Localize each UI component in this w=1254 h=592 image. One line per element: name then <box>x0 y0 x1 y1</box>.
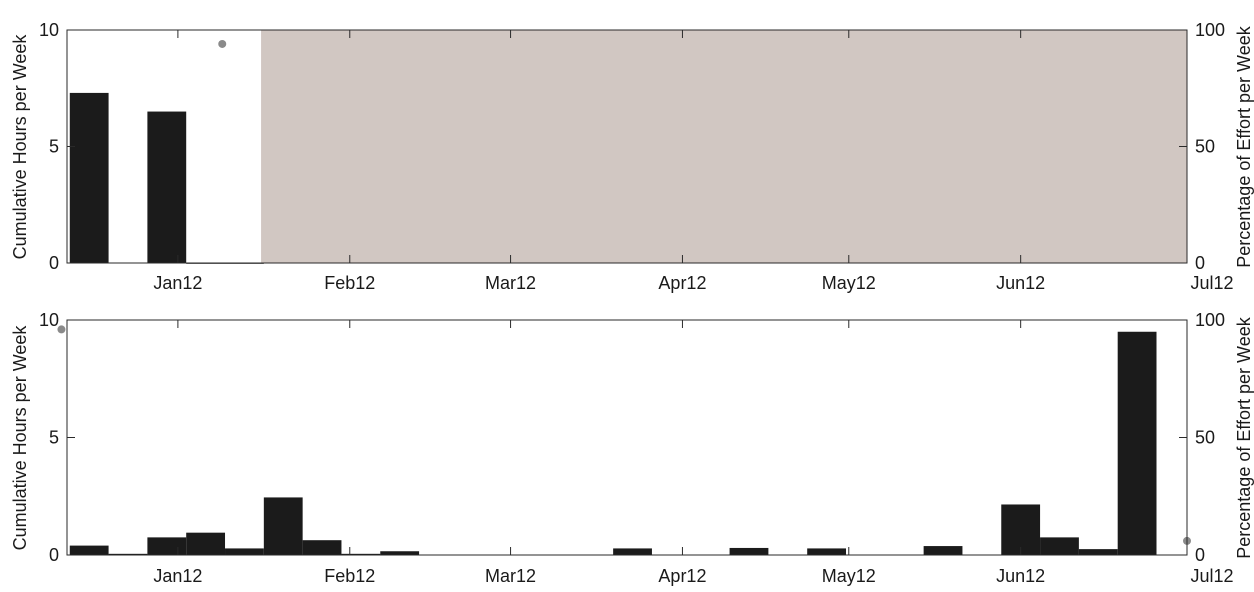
top-y2tick-label-100: 100 <box>1195 20 1225 40</box>
bottom-y2tick-label-0: 0 <box>1195 545 1205 565</box>
bottom-ytick-label-10: 10 <box>39 310 59 330</box>
bottom-ytick-label-5: 5 <box>49 428 59 448</box>
top-bar-2011-12-16 <box>69 92 109 263</box>
bottom-y-axis-title: Cumulative Hours per Week <box>10 325 30 551</box>
bottom-xtick-label-Mar12: Mar12 <box>485 566 536 586</box>
top-ytick-label-0: 0 <box>49 253 59 273</box>
bottom-bar-2011-12-23 <box>108 553 148 555</box>
bottom-y2tick-label-50: 50 <box>1195 428 1215 448</box>
top-bar-2011-12-30 <box>147 111 187 263</box>
bottom-y2-axis-title: Percentage of Effort per Week <box>1234 316 1254 558</box>
bottom-xtick-label-Jul12: Jul12 <box>1190 566 1233 586</box>
top-effort-point-0 <box>218 39 227 48</box>
top-xtick-label-Jun12: Jun12 <box>996 273 1045 293</box>
bottom-bar-2012-01-06 <box>186 532 226 555</box>
bottom-bar-2012-06-01 <box>1001 504 1041 555</box>
bottom-y2tick-label-100: 100 <box>1195 310 1225 330</box>
top-y2tick-label-0: 0 <box>1195 253 1205 273</box>
top-plot-frame <box>66 29 1188 264</box>
top-xtick-label-Apr12: Apr12 <box>658 273 706 293</box>
bottom-ytick-label-0: 0 <box>49 545 59 565</box>
top-xtick-label-Mar12: Mar12 <box>485 273 536 293</box>
top-y2tick-label-50: 50 <box>1195 137 1215 157</box>
bottom-bar-2012-03-23 <box>613 548 652 555</box>
bottom-xtick-label-Jan12: Jan12 <box>153 566 202 586</box>
bottom-plot-frame <box>66 319 1188 556</box>
bottom-bar-2011-12-30 <box>147 537 187 555</box>
top-xtick-label-Jan12: Jan12 <box>153 273 202 293</box>
top-xtick-label-May12: May12 <box>822 273 876 293</box>
top-no-effort-region <box>261 30 1187 263</box>
bottom-xtick-label-Feb12: Feb12 <box>324 566 375 586</box>
bottom-bar-2012-06-15 <box>1078 549 1118 555</box>
bottom-bar-2012-06-08 <box>1040 537 1079 555</box>
bottom-effort-point-0 <box>57 325 66 334</box>
bottom-xtick-label-May12: May12 <box>822 566 876 586</box>
bottom-bar-2012-04-27 <box>807 548 847 555</box>
top-ytick-label-10: 10 <box>39 20 59 40</box>
top-y2-axis-title: Percentage of Effort per Week <box>1234 25 1254 267</box>
bottom-bar-2012-04-13 <box>729 547 769 555</box>
bottom-xtick-label-Apr12: Apr12 <box>658 566 706 586</box>
bottom-bar-2012-05-18 <box>923 546 963 555</box>
bottom-bar-2012-06-22 <box>1117 331 1157 555</box>
top-y-axis-title: Cumulative Hours per Week <box>10 34 30 260</box>
bottom-bar-2012-01-27 <box>302 540 342 555</box>
bottom-bar-2012-02-10 <box>380 551 420 555</box>
bottom-bar-2012-01-13 <box>225 548 264 555</box>
top-ytick-label-5: 5 <box>49 137 59 157</box>
bottom-bar-2012-01-20 <box>263 497 303 555</box>
top-xtick-label-Feb12: Feb12 <box>324 273 375 293</box>
bottom-bar-2011-12-16 <box>69 545 109 555</box>
bottom-xtick-label-Jun12: Jun12 <box>996 566 1045 586</box>
top-xtick-label-Jul12: Jul12 <box>1190 273 1233 293</box>
bottom-bar-2012-02-03 <box>341 553 381 555</box>
